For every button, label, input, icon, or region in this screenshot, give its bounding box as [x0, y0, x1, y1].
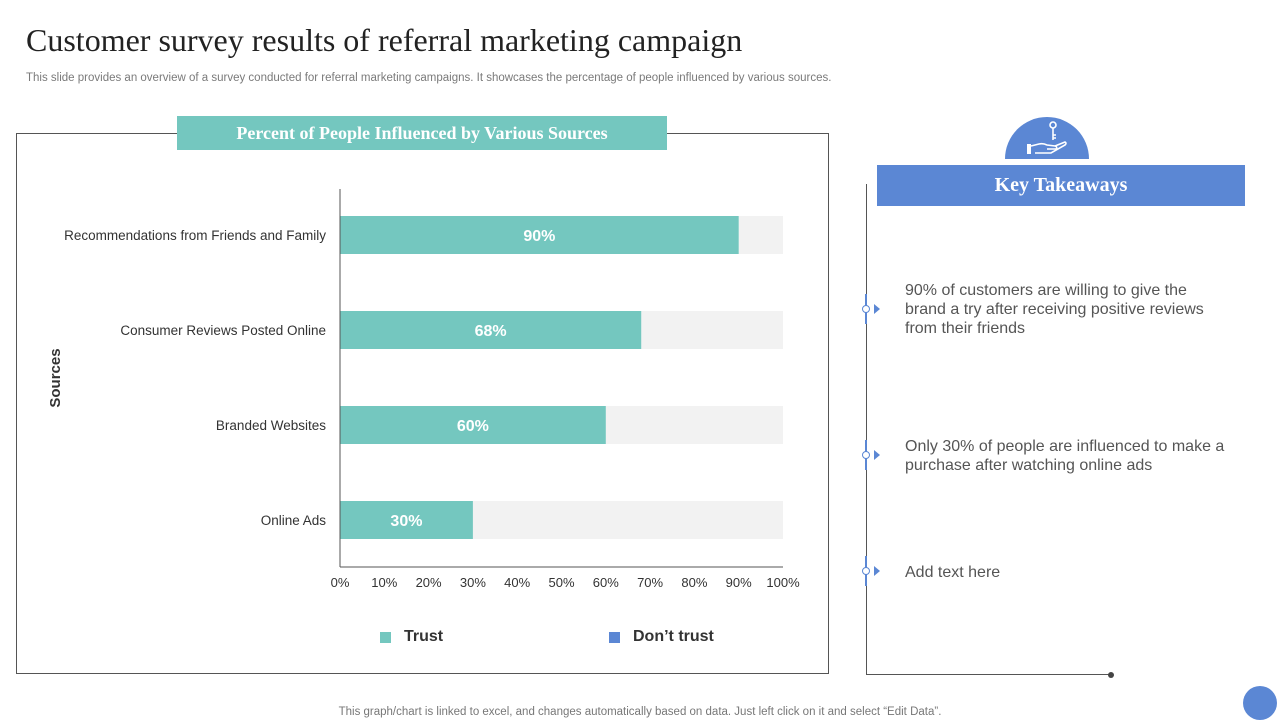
- x-tick-label: 70%: [637, 575, 663, 590]
- bar-dont-trust: [605, 406, 783, 444]
- takeaway-marker-3: [862, 556, 882, 586]
- legend-item-dont-trust: Don’t trust: [609, 626, 714, 648]
- bar-data-label: 60%: [457, 418, 489, 435]
- footnote: This graph/chart is linked to excel, and…: [338, 706, 942, 718]
- x-tick-label: 80%: [681, 575, 707, 590]
- takeaway-item-1: 90% of customers are willing to give the…: [905, 282, 1204, 337]
- bar-dont-trust: [472, 501, 783, 539]
- bar-trust: [340, 311, 642, 349]
- play-arrow-icon: [874, 566, 880, 576]
- takeaway-item-2: Only 30% of people are influenced to mak…: [905, 438, 1225, 474]
- x-tick-label: 60%: [593, 575, 619, 590]
- bar-data-label: 90%: [523, 228, 555, 245]
- hand-key-icon: [1005, 117, 1089, 159]
- x-tick-label: 100%: [766, 575, 800, 590]
- legend-swatch-dont-trust: [609, 631, 620, 643]
- play-arrow-icon: [874, 304, 880, 314]
- play-arrow-icon: [874, 450, 880, 460]
- bar-dont-trust: [641, 311, 783, 349]
- category-label: Online Ads: [261, 513, 327, 528]
- category-label: Branded Websites: [216, 418, 326, 433]
- x-tick-label: 40%: [504, 575, 530, 590]
- key-takeaways-header: Key Takeaways: [877, 165, 1245, 206]
- bar-data-label: 68%: [475, 323, 507, 340]
- bar-trust: [340, 406, 606, 444]
- key-takeaways-frame: [866, 184, 1113, 675]
- takeaway-item-3: Add text here: [905, 564, 1001, 581]
- bar-trust: [340, 501, 473, 539]
- bar-dont-trust: [738, 216, 783, 254]
- legend-label-trust: Trust: [404, 628, 444, 645]
- x-tick-label: 30%: [460, 575, 486, 590]
- takeaway-marker-1: [862, 294, 882, 324]
- legend-label-dont-trust: Don’t trust: [633, 628, 714, 645]
- takeaway-marker-2: [862, 440, 882, 470]
- frame-end-dot: [1108, 672, 1114, 678]
- chart-title: Percent of People Influenced by Various …: [177, 116, 667, 150]
- x-tick-label: 50%: [548, 575, 574, 590]
- decorative-circle: [1243, 686, 1277, 720]
- category-label: Recommendations from Friends and Family: [64, 228, 326, 243]
- x-tick-label: 90%: [726, 575, 752, 590]
- legend-item-trust: Trust: [380, 626, 443, 648]
- x-tick-label: 0%: [331, 575, 350, 590]
- category-label: Consumer Reviews Posted Online: [120, 323, 326, 338]
- bar-data-label: 30%: [390, 513, 422, 530]
- page-subtitle: This slide provides an overview of a sur…: [26, 72, 832, 84]
- x-tick-label: 10%: [371, 575, 397, 590]
- x-tick-label: 20%: [416, 575, 442, 590]
- bar-trust: [340, 216, 739, 254]
- y-axis-label: Sources: [47, 348, 64, 407]
- legend-swatch-trust: [380, 631, 391, 643]
- page-title: Customer survey results of referral mark…: [26, 22, 743, 58]
